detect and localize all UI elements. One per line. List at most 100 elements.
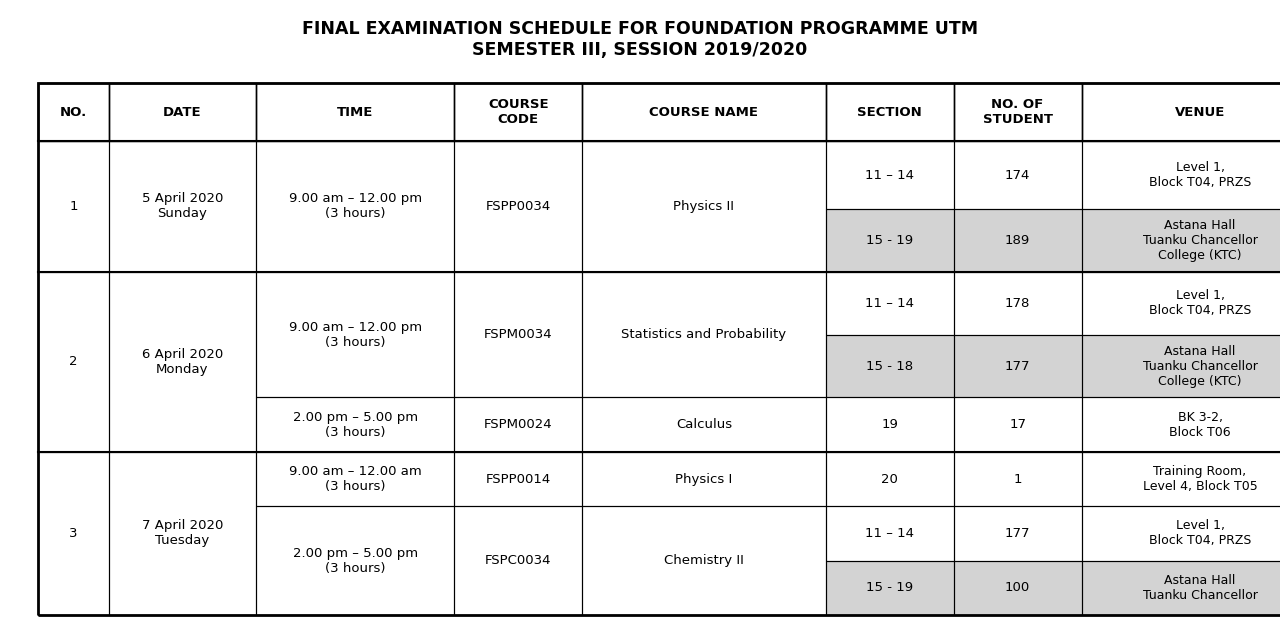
Bar bbox=[582, 141, 826, 272]
Bar bbox=[1082, 561, 1280, 615]
Bar bbox=[256, 83, 454, 141]
Text: 2.00 pm – 5.00 pm
(3 hours): 2.00 pm – 5.00 pm (3 hours) bbox=[293, 547, 417, 575]
Bar bbox=[582, 83, 826, 141]
Bar bbox=[1082, 209, 1280, 272]
Text: Level 1,
Block T04, PRZS: Level 1, Block T04, PRZS bbox=[1149, 161, 1251, 189]
Text: 11 – 14: 11 – 14 bbox=[865, 527, 914, 540]
Bar bbox=[826, 272, 954, 335]
Bar bbox=[954, 272, 1082, 335]
Bar bbox=[454, 397, 582, 452]
Text: 11 – 14: 11 – 14 bbox=[865, 297, 914, 310]
Bar bbox=[582, 272, 826, 397]
Text: Training Room,
Level 4, Block T05: Training Room, Level 4, Block T05 bbox=[1143, 465, 1257, 493]
Bar bbox=[256, 506, 454, 615]
Text: NO. OF
STUDENT: NO. OF STUDENT bbox=[983, 98, 1052, 126]
Text: 1: 1 bbox=[69, 200, 78, 213]
Text: 177: 177 bbox=[1005, 527, 1030, 540]
Bar bbox=[256, 506, 454, 615]
Text: Calculus: Calculus bbox=[676, 418, 732, 431]
Bar bbox=[582, 141, 826, 272]
Text: 15 - 19: 15 - 19 bbox=[867, 234, 913, 247]
Text: FSPM0024: FSPM0024 bbox=[484, 418, 553, 431]
Bar bbox=[1082, 209, 1280, 272]
Bar bbox=[109, 141, 256, 272]
Bar bbox=[954, 561, 1082, 615]
Text: FSPP0034: FSPP0034 bbox=[486, 200, 550, 213]
Text: FSPM0034: FSPM0034 bbox=[484, 328, 553, 341]
Bar bbox=[256, 452, 454, 506]
Text: Astana Hall
Tuanku Chancellor: Astana Hall Tuanku Chancellor bbox=[1143, 574, 1257, 602]
Bar bbox=[256, 272, 454, 397]
Bar bbox=[109, 141, 256, 272]
Bar bbox=[826, 209, 954, 272]
Bar bbox=[954, 335, 1082, 397]
Bar bbox=[826, 141, 954, 209]
Bar bbox=[454, 83, 582, 141]
Bar bbox=[954, 506, 1082, 561]
Bar bbox=[454, 272, 582, 397]
Bar bbox=[38, 272, 109, 452]
Bar bbox=[109, 83, 256, 141]
Bar bbox=[38, 83, 109, 141]
Bar bbox=[826, 452, 954, 506]
Text: 174: 174 bbox=[1005, 168, 1030, 182]
Bar bbox=[954, 83, 1082, 141]
Bar bbox=[454, 506, 582, 615]
Bar bbox=[1082, 452, 1280, 506]
Bar bbox=[582, 397, 826, 452]
Bar bbox=[38, 83, 1280, 615]
Text: 9.00 am – 12.00 pm
(3 hours): 9.00 am – 12.00 pm (3 hours) bbox=[288, 321, 422, 349]
Bar bbox=[826, 141, 954, 209]
Bar bbox=[109, 452, 256, 615]
Bar bbox=[1082, 397, 1280, 452]
Text: Level 1,
Block T04, PRZS: Level 1, Block T04, PRZS bbox=[1149, 520, 1251, 547]
Bar bbox=[256, 272, 454, 397]
Bar bbox=[954, 561, 1082, 615]
Text: 11 – 14: 11 – 14 bbox=[865, 168, 914, 182]
Bar bbox=[954, 397, 1082, 452]
Text: 2: 2 bbox=[69, 355, 78, 369]
Bar bbox=[954, 272, 1082, 335]
Bar bbox=[454, 452, 582, 506]
Text: Chemistry II: Chemistry II bbox=[664, 554, 744, 567]
Bar bbox=[109, 272, 256, 452]
Bar bbox=[1082, 506, 1280, 561]
Bar bbox=[1082, 561, 1280, 615]
Bar bbox=[826, 335, 954, 397]
Bar bbox=[954, 506, 1082, 561]
Bar bbox=[954, 141, 1082, 209]
Text: Statistics and Probability: Statistics and Probability bbox=[621, 328, 787, 341]
Text: 9.00 am – 12.00 am
(3 hours): 9.00 am – 12.00 am (3 hours) bbox=[289, 465, 421, 493]
Text: Astana Hall
Tuanku Chancellor
College (KTC): Astana Hall Tuanku Chancellor College (K… bbox=[1143, 219, 1257, 262]
Text: 3: 3 bbox=[69, 527, 78, 540]
Bar bbox=[1082, 335, 1280, 397]
Bar bbox=[1082, 272, 1280, 335]
Bar bbox=[1082, 452, 1280, 506]
Text: 15 - 19: 15 - 19 bbox=[867, 581, 913, 595]
Text: Level 1,
Block T04, PRZS: Level 1, Block T04, PRZS bbox=[1149, 289, 1251, 317]
Text: BK 3-2,
Block T06: BK 3-2, Block T06 bbox=[1169, 411, 1231, 438]
Bar bbox=[954, 397, 1082, 452]
Bar bbox=[954, 83, 1082, 141]
Bar bbox=[38, 141, 109, 272]
Text: FINAL EXAMINATION SCHEDULE FOR FOUNDATION PROGRAMME UTM: FINAL EXAMINATION SCHEDULE FOR FOUNDATIO… bbox=[302, 20, 978, 38]
Bar bbox=[826, 83, 954, 141]
Bar bbox=[256, 452, 454, 506]
Bar bbox=[1082, 506, 1280, 561]
Bar bbox=[582, 397, 826, 452]
Bar bbox=[954, 452, 1082, 506]
Text: 100: 100 bbox=[1005, 581, 1030, 595]
Bar bbox=[38, 272, 109, 452]
Bar bbox=[256, 397, 454, 452]
Text: 20: 20 bbox=[881, 472, 899, 486]
Bar bbox=[826, 335, 954, 397]
Bar bbox=[826, 272, 954, 335]
Bar bbox=[954, 452, 1082, 506]
Bar bbox=[454, 397, 582, 452]
Text: COURSE NAME: COURSE NAME bbox=[649, 106, 759, 118]
Bar bbox=[256, 141, 454, 272]
Bar bbox=[1082, 397, 1280, 452]
Bar bbox=[826, 561, 954, 615]
Bar bbox=[826, 83, 954, 141]
Bar bbox=[826, 397, 954, 452]
